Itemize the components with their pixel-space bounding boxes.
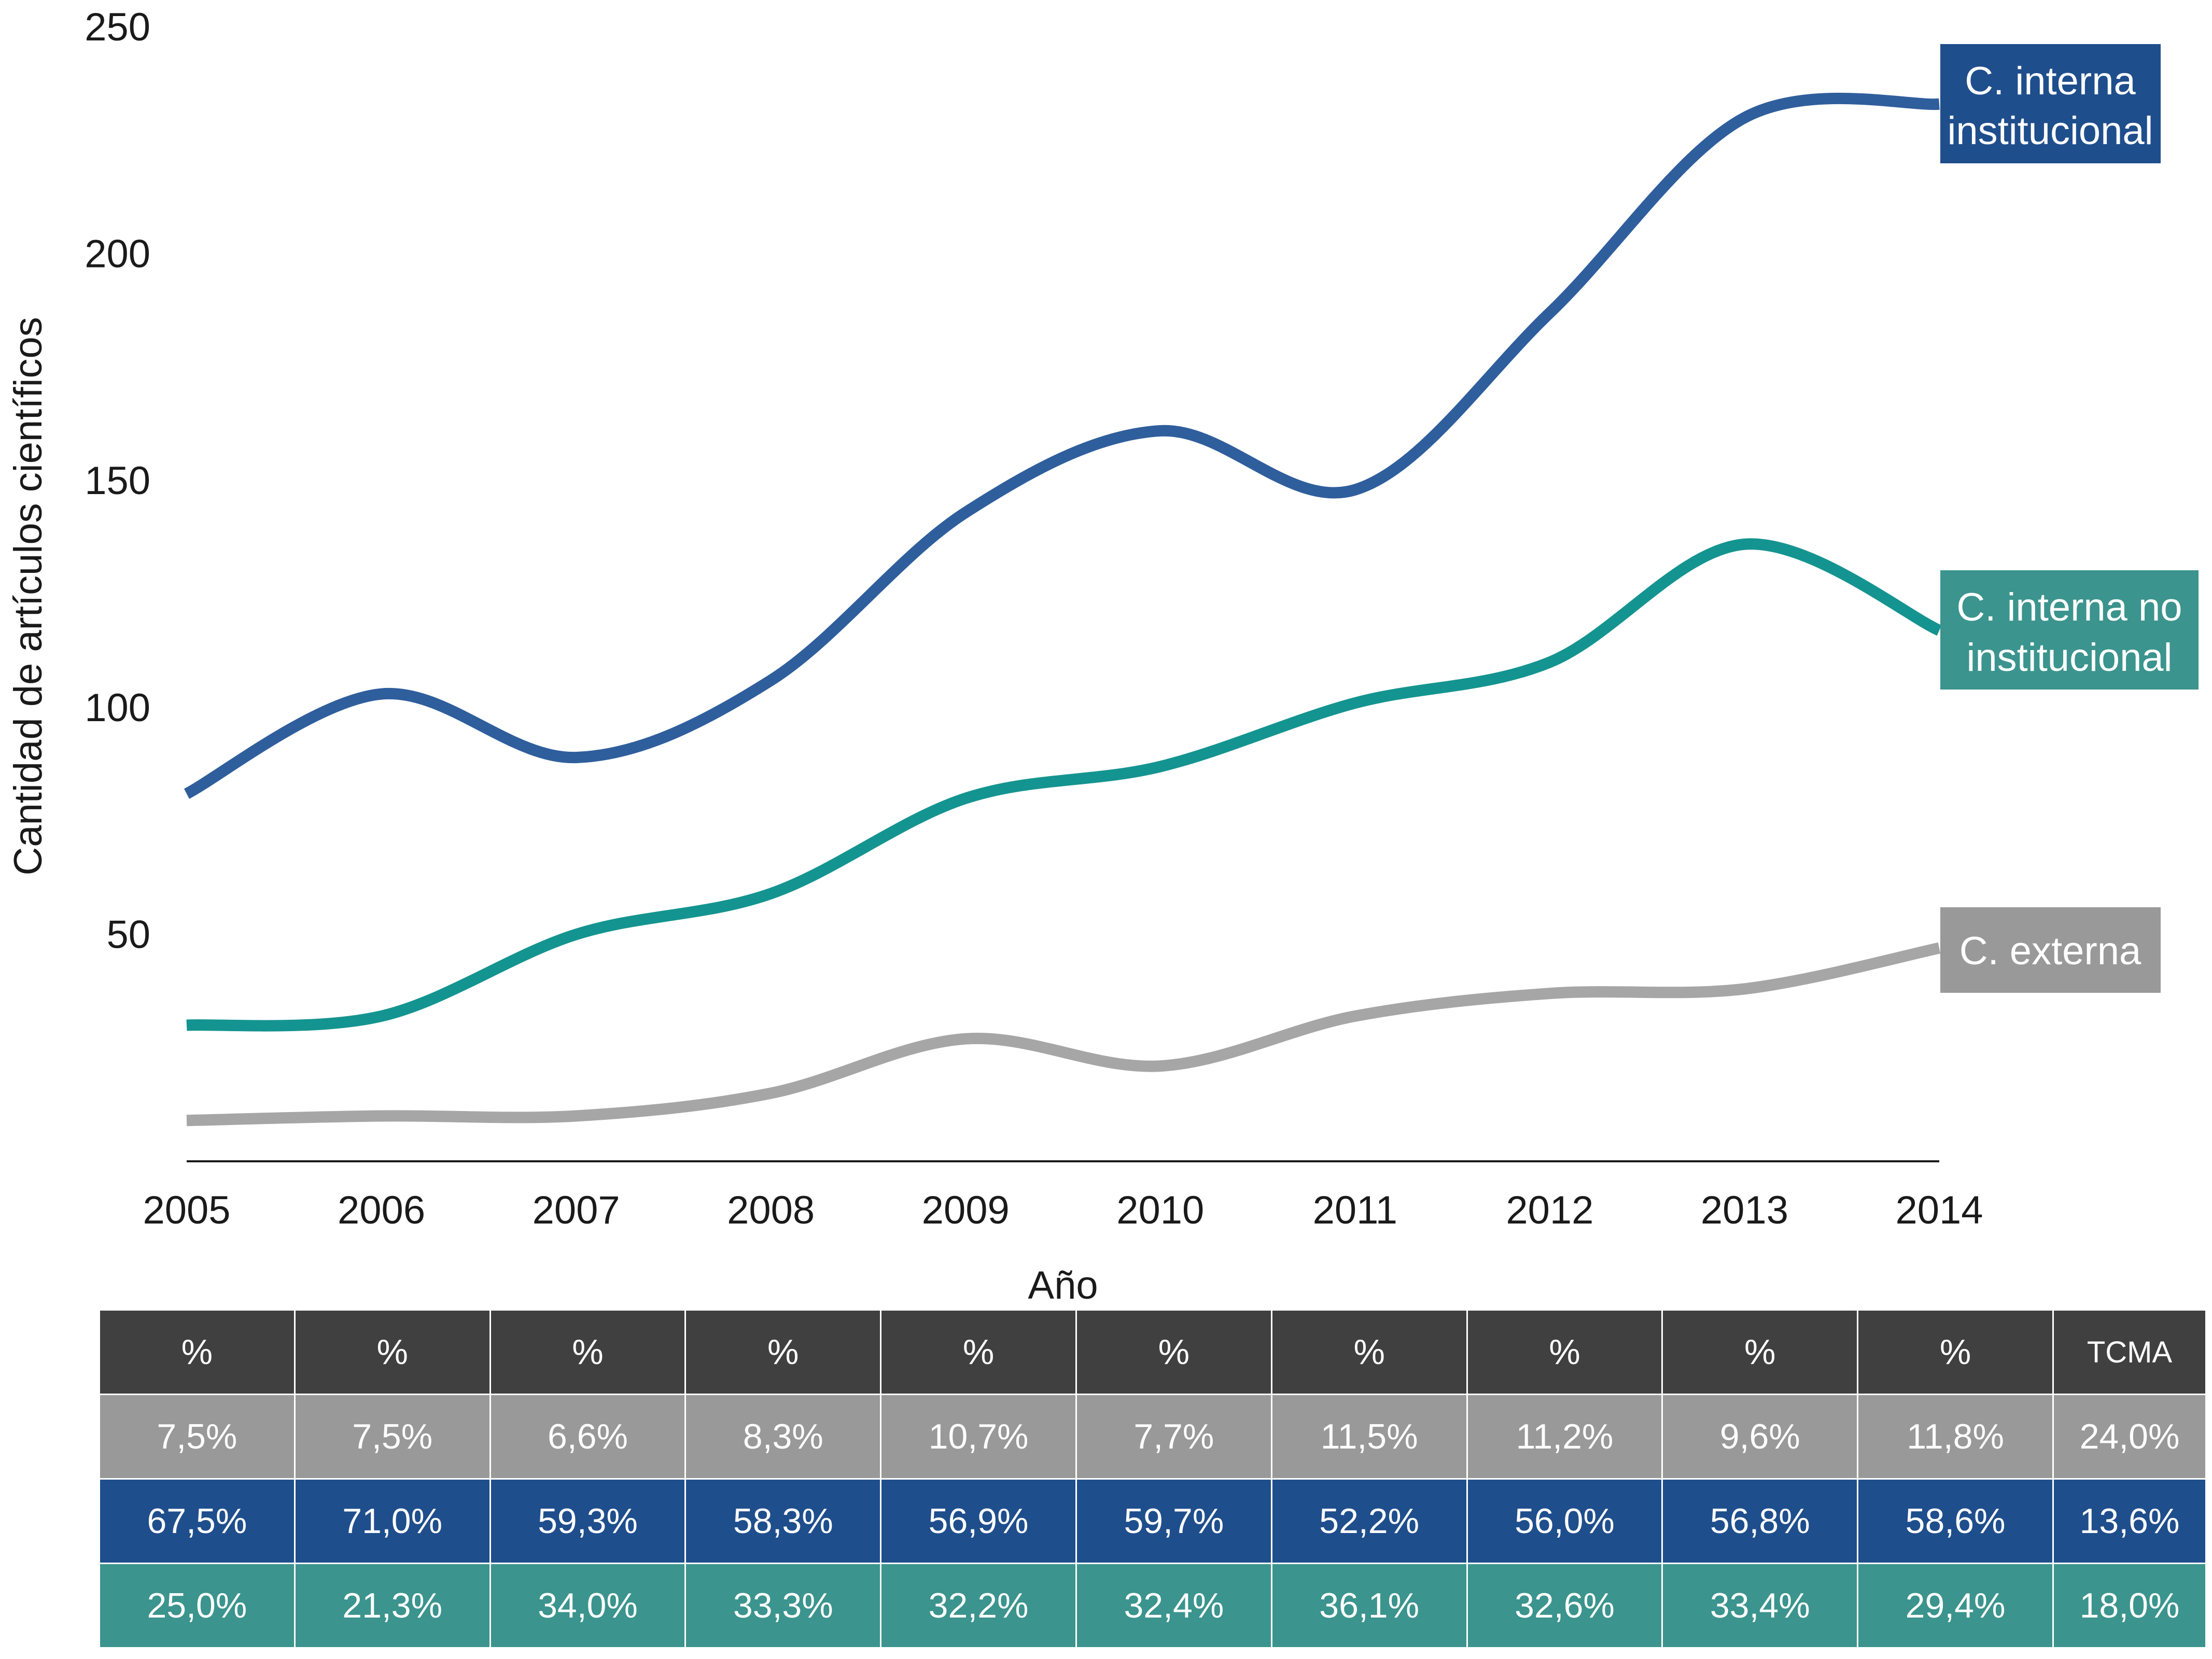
y-axis-title: Cantidad de artículos científicos (6, 317, 50, 875)
series-label-externa-box (1940, 907, 2161, 993)
series-label-externa: C. externa (1940, 907, 2161, 993)
series-label-no-institucional-box (1940, 570, 2199, 690)
x-tick-label: 2014 (1895, 1188, 1983, 1232)
series-lines (184, 92, 1942, 1127)
table-header-cell: % (684, 1309, 882, 1395)
table-cell: 36,1% (1270, 1563, 1468, 1649)
table-cell: 32,6% (1466, 1563, 1663, 1649)
table-cell: 21,3% (293, 1563, 491, 1649)
table-cell: 11,5% (1270, 1394, 1468, 1480)
series-line-no-institucional (186, 538, 1942, 1032)
table-cell-tcma: 18,0% (2052, 1563, 2207, 1649)
table-header-cell: % (880, 1309, 1077, 1395)
table-cell: 7,7% (1075, 1394, 1272, 1480)
table-row-no-institucional: 25,0% 21,3% 34,0% 33,3% 32,2% 32,4% 36,1… (99, 1563, 2207, 1649)
table-cell: 58,6% (1857, 1478, 2054, 1564)
table-cell: 59,7% (1075, 1478, 1272, 1564)
series-label-no-institucional-line2: institucional (1966, 636, 2172, 680)
table-row-externa: 7,5% 7,5% 6,6% 8,3% 10,7% 7,7% 11,5% 11,… (99, 1394, 2207, 1480)
table-header-cell: % (99, 1309, 296, 1395)
table-header-cell-tcma: TCMA (2052, 1309, 2207, 1395)
percentage-table: % % % % % % % % % % TCMA 7,5% 7,5% 6,6% … (99, 1309, 2207, 1649)
series-label-no-institucional: C. interna no institucional (1940, 570, 2199, 690)
table-cell-tcma: 13,6% (2052, 1478, 2207, 1564)
x-tick-label: 2008 (727, 1188, 815, 1232)
table-cell: 33,4% (1661, 1563, 1859, 1649)
table-cell: 52,2% (1270, 1478, 1468, 1564)
table-cell-tcma: 24,0% (2052, 1394, 2207, 1480)
x-tick-label: 2006 (338, 1188, 425, 1232)
y-tick-label: 150 (85, 459, 150, 503)
table-cell: 71,0% (293, 1478, 491, 1564)
table-cell: 9,6% (1661, 1394, 1859, 1480)
table-cell: 6,6% (489, 1394, 687, 1480)
series-label-institucional-box (1940, 44, 2161, 163)
table-header-cell: % (1270, 1309, 1468, 1395)
series-line-externa (186, 942, 1941, 1127)
table-header-cell: % (1857, 1309, 2054, 1395)
y-tick-label: 100 (85, 686, 150, 730)
table-header-cell: % (1661, 1309, 1859, 1395)
x-tick-label: 2005 (143, 1188, 230, 1232)
table-header-row: % % % % % % % % % % TCMA (99, 1309, 2207, 1395)
x-tick-label: 2007 (533, 1188, 620, 1232)
x-axis-ticks: 2005 2006 2007 2008 2009 2010 2011 2012 2013 2014 (143, 1188, 1983, 1232)
series-label-institucional-line2: institucional (1947, 109, 2153, 153)
table-cell: 32,2% (880, 1563, 1077, 1649)
series-line-institucional (184, 92, 1940, 799)
table-header-cell: % (489, 1309, 687, 1395)
y-tick-label: 250 (85, 5, 150, 49)
table-cell: 25,0% (99, 1563, 296, 1649)
table-cell: 58,3% (684, 1478, 882, 1564)
table-cell: 56,0% (1466, 1478, 1663, 1564)
table-header-cell: % (1075, 1309, 1272, 1395)
table-cell: 11,8% (1857, 1394, 2054, 1480)
series-label-institucional-line1: C. interna (1965, 59, 2136, 103)
series-label-externa-text: C. externa (1959, 929, 2141, 973)
y-axis-ticks: 50 100 150 200 250 (85, 5, 150, 957)
line-chart: Cantidad de artículos científicos 50 100 1… (6, 5, 2199, 1306)
x-axis-title: Año (1028, 1263, 1098, 1306)
table-cell: 10,7% (880, 1394, 1077, 1480)
x-tick-label: 2011 (1313, 1188, 1397, 1232)
table-cell: 67,5% (99, 1478, 296, 1564)
table-cell: 33,3% (684, 1563, 882, 1649)
table-cell: 11,2% (1466, 1394, 1663, 1480)
y-tick-label: 200 (85, 232, 150, 276)
table-cell: 32,4% (1075, 1563, 1272, 1649)
table-cell: 8,3% (684, 1394, 882, 1480)
table-cell: 56,9% (880, 1478, 1077, 1564)
x-tick-label: 2013 (1701, 1188, 1788, 1232)
series-label-institucional: C. interna institucional (1940, 44, 2161, 163)
table-cell: 34,0% (489, 1563, 687, 1649)
table-cell: 7,5% (293, 1394, 491, 1480)
table-cell: 29,4% (1857, 1563, 2054, 1649)
table-header-cell: % (293, 1309, 491, 1395)
x-tick-label: 2009 (922, 1188, 1010, 1232)
table-cell: 59,3% (489, 1478, 687, 1564)
table-cell: 7,5% (99, 1394, 296, 1480)
table-cell: 56,8% (1661, 1478, 1859, 1564)
series-label-no-institucional-line1: C. interna no (1956, 585, 2182, 629)
x-tick-label: 2012 (1506, 1188, 1593, 1232)
table-row-institucional: 67,5% 71,0% 59,3% 58,3% 56,9% 59,7% 52,2… (99, 1478, 2207, 1564)
y-tick-label: 50 (106, 912, 150, 957)
x-tick-label: 2010 (1116, 1188, 1204, 1232)
table-header-cell: % (1466, 1309, 1663, 1395)
